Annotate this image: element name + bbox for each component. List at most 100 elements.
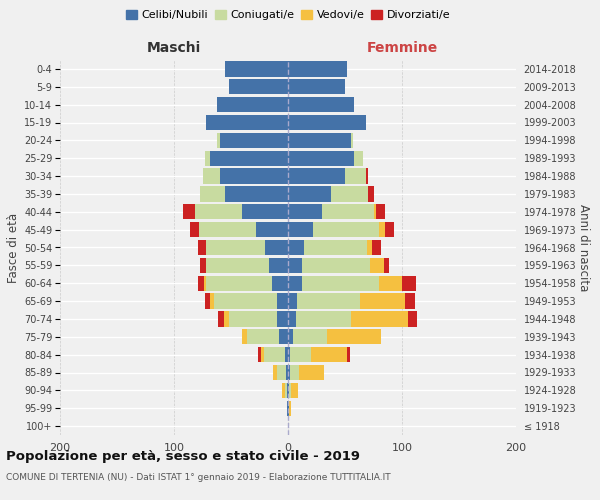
Text: Femmine: Femmine	[367, 41, 437, 55]
Bar	[288, 312, 296, 326]
Bar	[217, 133, 220, 148]
Bar	[198, 276, 203, 291]
Bar	[284, 347, 288, 362]
Bar	[373, 240, 382, 255]
Bar	[203, 276, 206, 291]
Legend: Celibi/Nubili, Coniugati/e, Vedovi/e, Divorziati/e: Celibi/Nubili, Coniugati/e, Vedovi/e, Di…	[121, 6, 455, 25]
Text: Maschi: Maschi	[147, 41, 201, 55]
Bar	[218, 312, 224, 326]
Bar	[205, 150, 211, 166]
Bar	[198, 240, 206, 255]
Bar	[200, 258, 206, 273]
Bar	[292, 383, 298, 398]
Bar	[269, 258, 288, 273]
Bar	[220, 133, 288, 148]
Bar	[299, 365, 325, 380]
Bar	[350, 312, 408, 326]
Bar	[297, 294, 360, 308]
Bar	[264, 347, 284, 362]
Bar	[322, 204, 373, 220]
Bar	[290, 347, 311, 362]
Bar	[273, 365, 277, 380]
Bar	[214, 294, 277, 308]
Bar	[190, 222, 199, 237]
Bar	[311, 347, 347, 362]
Bar	[302, 276, 379, 291]
Bar	[293, 329, 327, 344]
Bar	[183, 204, 194, 220]
Bar	[288, 365, 290, 380]
Bar	[376, 204, 385, 220]
Text: Popolazione per età, sesso e stato civile - 2019: Popolazione per età, sesso e stato civil…	[6, 450, 360, 463]
Bar	[373, 204, 376, 220]
Bar	[287, 400, 288, 416]
Bar	[242, 204, 288, 220]
Bar	[331, 186, 368, 202]
Bar	[350, 133, 353, 148]
Bar	[385, 222, 394, 237]
Bar	[345, 168, 365, 184]
Bar	[288, 133, 350, 148]
Bar	[379, 222, 385, 237]
Bar	[256, 222, 288, 237]
Bar	[288, 400, 289, 416]
Bar	[288, 186, 331, 202]
Bar	[384, 258, 389, 273]
Bar	[288, 240, 304, 255]
Bar	[224, 312, 229, 326]
Bar	[367, 240, 373, 255]
Bar	[288, 79, 345, 94]
Bar	[288, 347, 290, 362]
Bar	[302, 258, 370, 273]
Bar	[194, 204, 242, 220]
Bar	[247, 329, 279, 344]
Bar	[287, 383, 288, 398]
Bar	[272, 276, 288, 291]
Bar	[260, 347, 264, 362]
Bar	[211, 294, 214, 308]
Bar	[288, 168, 345, 184]
Bar	[199, 222, 256, 237]
Bar	[206, 115, 288, 130]
Bar	[277, 312, 288, 326]
Bar	[360, 294, 406, 308]
Bar	[288, 150, 354, 166]
Bar	[290, 365, 299, 380]
Bar	[365, 168, 368, 184]
Bar	[288, 204, 322, 220]
Bar	[406, 294, 415, 308]
Bar	[206, 276, 272, 291]
Bar	[288, 115, 365, 130]
Bar	[242, 329, 247, 344]
Bar	[347, 347, 350, 362]
Bar	[288, 294, 297, 308]
Bar	[277, 365, 286, 380]
Bar	[229, 79, 288, 94]
Bar	[402, 276, 416, 291]
Bar	[265, 240, 288, 255]
Bar	[304, 240, 367, 255]
Bar	[368, 186, 373, 202]
Y-axis label: Anni di nascita: Anni di nascita	[577, 204, 590, 291]
Bar	[288, 276, 302, 291]
Bar	[284, 383, 287, 398]
Bar	[205, 294, 211, 308]
Bar	[200, 186, 226, 202]
Bar	[354, 150, 363, 166]
Bar	[286, 365, 288, 380]
Bar	[288, 222, 313, 237]
Bar	[206, 240, 265, 255]
Bar	[289, 400, 292, 416]
Bar	[259, 347, 260, 362]
Bar	[211, 150, 288, 166]
Bar	[226, 186, 288, 202]
Bar	[229, 312, 277, 326]
Bar	[288, 329, 293, 344]
Bar	[288, 62, 347, 76]
Bar	[370, 258, 384, 273]
Bar	[408, 312, 417, 326]
Bar	[220, 168, 288, 184]
Bar	[327, 329, 382, 344]
Bar	[277, 294, 288, 308]
Text: COMUNE DI TERTENIA (NU) - Dati ISTAT 1° gennaio 2019 - Elaborazione TUTTITALIA.I: COMUNE DI TERTENIA (NU) - Dati ISTAT 1° …	[6, 472, 391, 482]
